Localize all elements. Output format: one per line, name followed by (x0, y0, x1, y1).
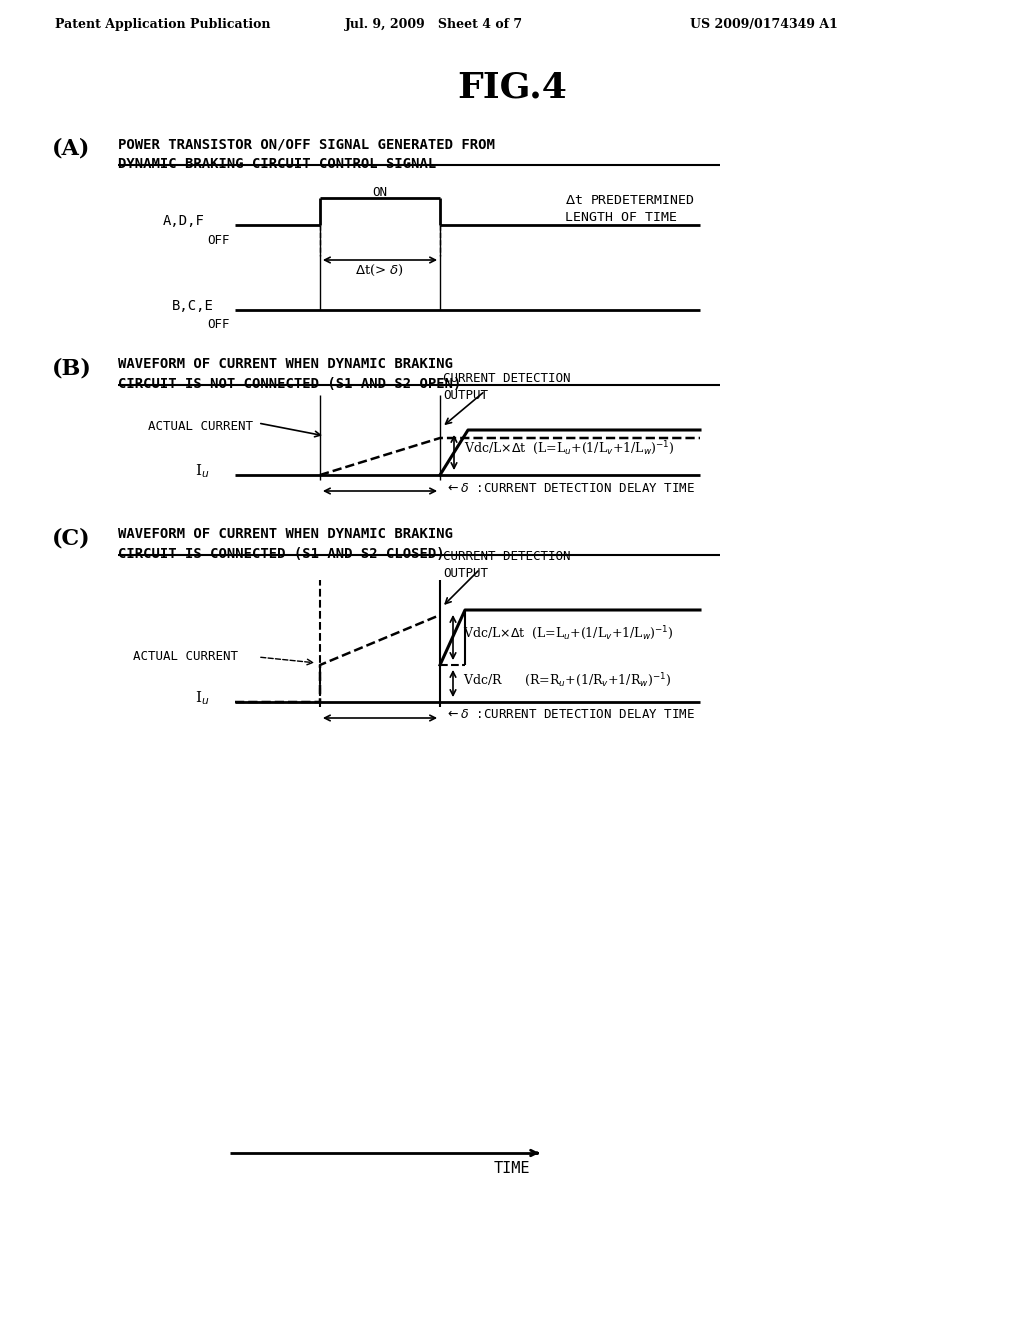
Text: CIRCUIT IS NOT CONNECTED (S1 AND S2 OPEN): CIRCUIT IS NOT CONNECTED (S1 AND S2 OPEN… (118, 378, 462, 391)
Text: B,C,E: B,C,E (172, 300, 214, 313)
Text: (B): (B) (52, 356, 92, 379)
Text: OFF: OFF (207, 234, 229, 247)
Text: $\Delta$t PREDETERMINED: $\Delta$t PREDETERMINED (565, 194, 695, 207)
Text: CIRCUIT IS CONNECTED (S1 AND S2 CLOSED): CIRCUIT IS CONNECTED (S1 AND S2 CLOSED) (118, 546, 444, 561)
Text: $\leftarrow$$\delta$ :CURRENT DETECTION DELAY TIME: $\leftarrow$$\delta$ :CURRENT DETECTION … (445, 709, 695, 722)
Text: ACTUAL CURRENT: ACTUAL CURRENT (133, 651, 238, 664)
Text: OUTPUT: OUTPUT (443, 389, 488, 403)
Text: I$_u$: I$_u$ (195, 462, 210, 480)
Text: ON: ON (373, 186, 387, 199)
Text: ACTUAL CURRENT: ACTUAL CURRENT (148, 420, 253, 433)
Text: POWER TRANSISTOR ON/OFF SIGNAL GENERATED FROM: POWER TRANSISTOR ON/OFF SIGNAL GENERATED… (118, 137, 495, 150)
Text: Patent Application Publication: Patent Application Publication (55, 18, 270, 30)
Text: $\Delta$t(> $\delta$): $\Delta$t(> $\delta$) (355, 263, 404, 279)
Text: Vdc/L$\times\Delta$t  (L=L$_u$+(1/L$_v$+1/L$_w$)$^{-1}$): Vdc/L$\times\Delta$t (L=L$_u$+(1/L$_v$+1… (464, 440, 675, 457)
Text: CURRENT DETECTION: CURRENT DETECTION (443, 550, 570, 564)
Text: DYNAMIC BRAKING CIRCUIT CONTROL SIGNAL: DYNAMIC BRAKING CIRCUIT CONTROL SIGNAL (118, 157, 436, 172)
Text: A,D,F: A,D,F (163, 214, 205, 228)
Text: OFF: OFF (207, 318, 229, 331)
Text: LENGTH OF TIME: LENGTH OF TIME (565, 211, 677, 224)
Text: Jul. 9, 2009   Sheet 4 of 7: Jul. 9, 2009 Sheet 4 of 7 (345, 18, 523, 30)
Text: (C): (C) (52, 527, 91, 549)
Text: I$_u$: I$_u$ (195, 689, 210, 706)
Text: Vdc/R      (R=R$_u$+(1/R$_v$+1/R$_w$)$^{-1}$): Vdc/R (R=R$_u$+(1/R$_v$+1/R$_w$)$^{-1}$) (463, 671, 672, 689)
Text: (A): (A) (52, 137, 90, 158)
Text: OUTPUT: OUTPUT (443, 568, 488, 579)
Text: US 2009/0174349 A1: US 2009/0174349 A1 (690, 18, 838, 30)
Text: CURRENT DETECTION: CURRENT DETECTION (443, 372, 570, 385)
Text: Vdc/L$\times\Delta$t  (L=L$_u$+(1/L$_v$+1/L$_w$)$^{-1}$): Vdc/L$\times\Delta$t (L=L$_u$+(1/L$_v$+1… (463, 624, 674, 642)
Text: WAVEFORM OF CURRENT WHEN DYNAMIC BRAKING: WAVEFORM OF CURRENT WHEN DYNAMIC BRAKING (118, 356, 453, 371)
Text: WAVEFORM OF CURRENT WHEN DYNAMIC BRAKING: WAVEFORM OF CURRENT WHEN DYNAMIC BRAKING (118, 527, 453, 541)
Text: TIME: TIME (494, 1162, 530, 1176)
Text: FIG.4: FIG.4 (457, 70, 567, 104)
Text: $\leftarrow$$\delta$ :CURRENT DETECTION DELAY TIME: $\leftarrow$$\delta$ :CURRENT DETECTION … (445, 482, 695, 495)
